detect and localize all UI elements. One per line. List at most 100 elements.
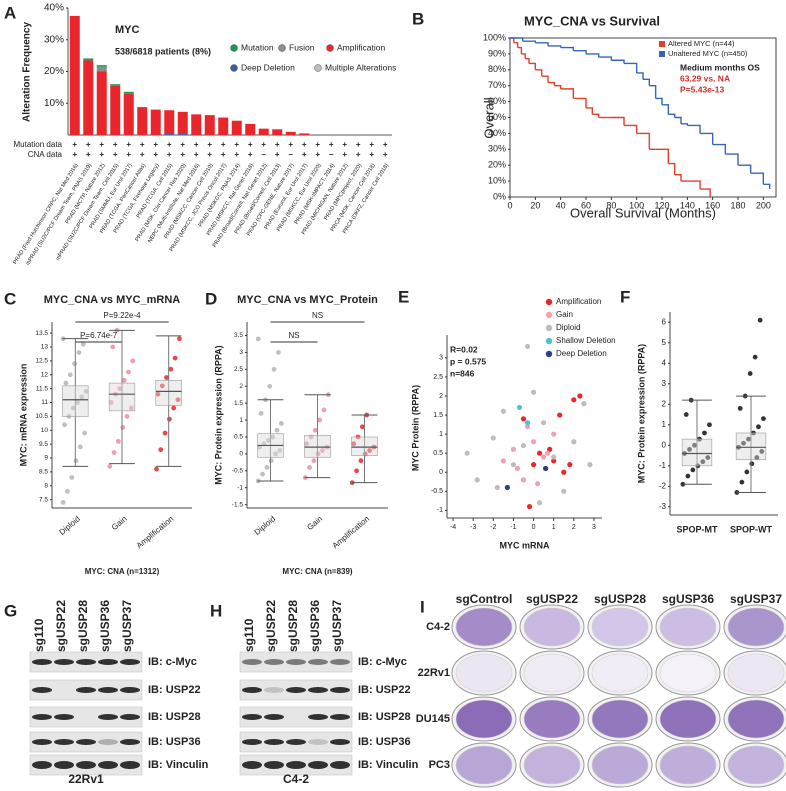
y-tick-label: 7.5 xyxy=(39,496,48,503)
data-point xyxy=(761,416,766,422)
y-tick-label: 1 xyxy=(439,431,443,438)
y-axis-label: Overall xyxy=(481,97,496,138)
survival-step xyxy=(700,188,711,197)
profile-mark: – xyxy=(289,150,294,159)
x-tick-label: 20 xyxy=(530,200,540,210)
data-point xyxy=(166,416,172,422)
survival-step xyxy=(738,164,752,174)
data-point xyxy=(177,336,182,342)
data-point xyxy=(504,484,510,491)
y-tick-label: -1.5 xyxy=(232,501,244,508)
lane-label: sgUSP22 xyxy=(54,600,68,652)
data-point xyxy=(752,354,758,360)
survival-step xyxy=(611,59,625,64)
data-point xyxy=(739,479,745,485)
blot-band xyxy=(120,739,140,745)
bar-segment xyxy=(69,15,80,135)
survival-step xyxy=(763,183,771,190)
bar-segment xyxy=(150,109,161,135)
y-tick-label: 10% xyxy=(44,98,64,109)
profile-mark: + xyxy=(342,140,347,149)
y-tick-label: 60% xyxy=(488,96,506,106)
data-point xyxy=(111,450,117,455)
data-point xyxy=(749,461,755,467)
legend-marker xyxy=(545,298,553,306)
x-tick-label: 180 xyxy=(730,200,745,210)
data-point xyxy=(490,435,496,441)
bar-segment xyxy=(137,107,148,109)
probe-label: IB: Vinculin xyxy=(358,759,419,771)
survival-step xyxy=(560,88,575,99)
probe-label: IB: USP22 xyxy=(148,684,201,696)
legend-label: Gain xyxy=(556,310,573,319)
profile-mark: + xyxy=(315,150,320,159)
profile-mark: + xyxy=(126,140,131,149)
legend-marker xyxy=(230,44,238,52)
y-tick-label: 3 xyxy=(239,349,243,356)
data-point xyxy=(530,439,537,445)
bar-segment xyxy=(204,114,215,116)
survival-step xyxy=(521,53,526,59)
data-point xyxy=(154,466,159,472)
y-tick-label: 0.5 xyxy=(234,434,243,441)
comparison-label: NS xyxy=(288,331,299,340)
data-point xyxy=(75,400,80,405)
survival-step xyxy=(510,37,515,43)
survival-step xyxy=(598,56,613,61)
data-point xyxy=(304,441,310,447)
panel-label: I xyxy=(420,597,425,616)
survival-step xyxy=(681,180,701,190)
data-point xyxy=(76,350,82,355)
bar-segment xyxy=(110,84,121,86)
data-point xyxy=(757,317,763,323)
y-tick-label: 20% xyxy=(44,66,64,77)
panel-label: B xyxy=(412,9,424,28)
lane-label: sgUSP36 xyxy=(98,600,112,652)
x-tick-label: Diploid xyxy=(253,514,278,537)
y-tick-label: 2 xyxy=(239,383,243,390)
cell-line-label: 22Rv1 xyxy=(68,772,104,786)
data-point xyxy=(692,442,697,448)
y-tick-label: -0.5 xyxy=(232,468,244,475)
bar-segment xyxy=(272,129,283,135)
data-point xyxy=(510,446,517,452)
data-point xyxy=(171,405,177,411)
data-point xyxy=(551,454,557,460)
bar-segment xyxy=(204,115,215,135)
survival-step xyxy=(662,104,670,115)
blot-band xyxy=(330,687,350,693)
bar-segment xyxy=(96,66,107,72)
profile-mark: + xyxy=(275,140,280,149)
x-axis-label: Overall Survival (Months) xyxy=(570,205,716,220)
blot-band xyxy=(98,687,118,693)
lane-label: sgUSP22 xyxy=(264,600,278,652)
bar-segment xyxy=(123,91,134,94)
data-point xyxy=(359,424,365,430)
blot-band xyxy=(264,687,284,693)
x-tick-label: -2 xyxy=(490,524,496,531)
row-label: C4-2 xyxy=(426,621,450,633)
survival-step xyxy=(636,72,644,80)
y-tick-label: 2.5 xyxy=(234,366,243,373)
survival-step xyxy=(573,50,587,54)
data-point xyxy=(526,503,533,510)
y-tick-label: 9 xyxy=(44,455,48,462)
data-point xyxy=(268,458,274,464)
blot-band xyxy=(120,659,140,665)
row-label: DU145 xyxy=(416,713,450,725)
blot-band xyxy=(120,714,140,720)
data-point xyxy=(520,477,527,483)
probe-label: IB: USP36 xyxy=(148,736,201,748)
blot-band xyxy=(308,739,328,745)
profile-mark: + xyxy=(86,140,91,149)
data-point xyxy=(577,393,583,399)
lane-label: sgUSP37 xyxy=(120,600,134,652)
well xyxy=(523,653,581,693)
well xyxy=(659,607,717,647)
data-point xyxy=(116,438,121,444)
blot-band xyxy=(330,739,350,745)
data-point xyxy=(276,350,281,355)
box xyxy=(351,436,378,456)
annotation: 63.29 vs. NA xyxy=(680,73,730,83)
y-tick-label: 4 xyxy=(662,358,667,367)
